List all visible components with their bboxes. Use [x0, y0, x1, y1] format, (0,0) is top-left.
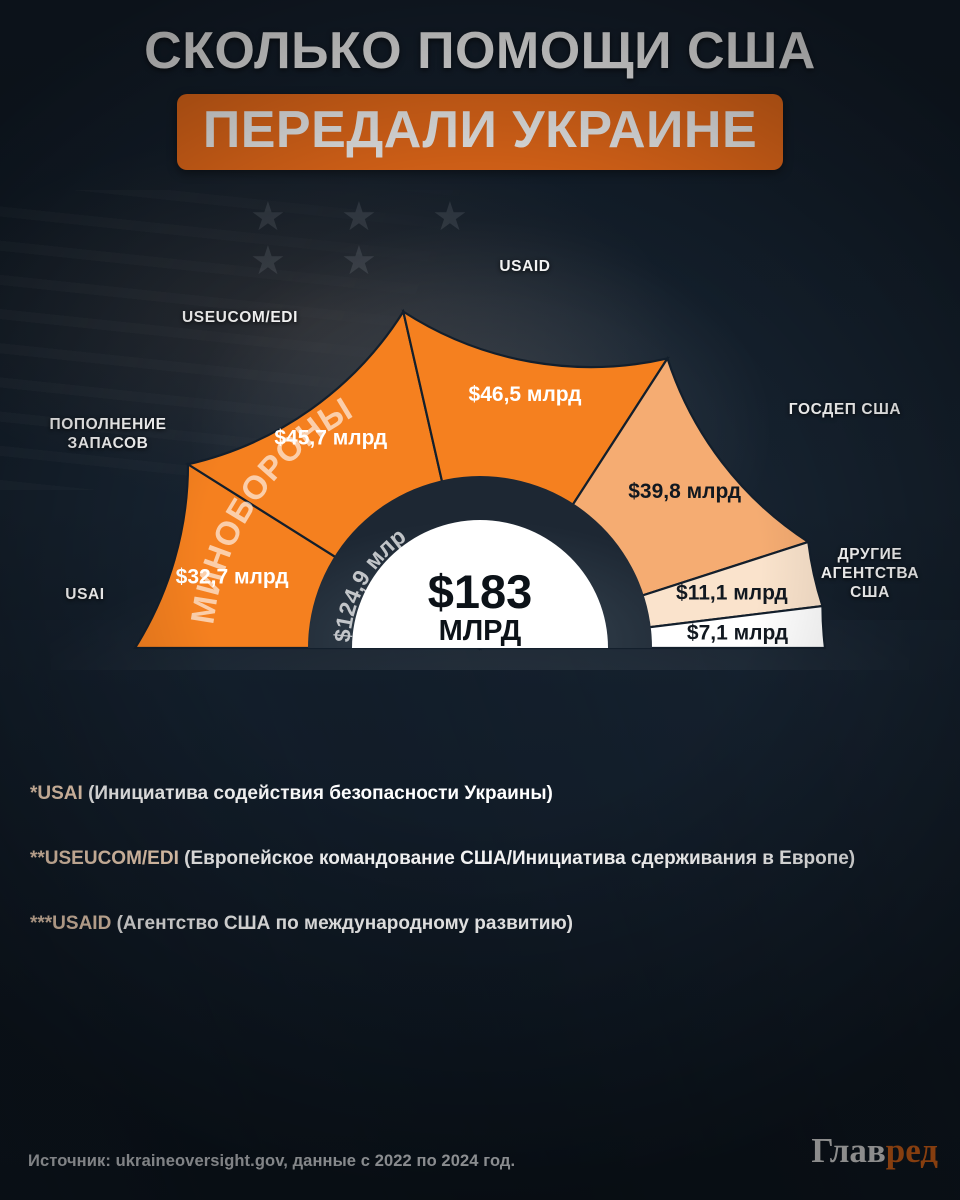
- chart-value-labels: $32,7 млрд $45,7 млрд $46,5 млрд $39,8 млрд…: [176, 383, 788, 644]
- category-label-popolnenie: ПОПОЛНЕНИЕ ЗАПАСОВ: [49, 416, 167, 452]
- semicircle-donut-chart: $183 МЛРД МИНОБОРОНЫ США $124,9 млрд $32…: [0, 210, 960, 670]
- footnote-useucom: **USEUCOM/EDI (Европейское командование …: [30, 843, 910, 875]
- segment-value-label: $32,7 млрд: [176, 566, 289, 589]
- glavred-logo[interactable]: Главред: [811, 1132, 938, 1170]
- footnotes-list: *USAI (Инициатива содействия безопасност…: [30, 778, 910, 973]
- footnote-usai-desc: (Инициатива содействия безопасности Укра…: [82, 783, 553, 804]
- logo-part-white: Глав: [811, 1131, 886, 1170]
- segment-value-label: $11,1 млрд: [676, 581, 788, 604]
- segment-value-label: $45,7 млрд: [274, 427, 387, 450]
- title-block: СКОЛЬКО ПОМОЩИ США ПЕРЕДАЛИ УКРАИНЕ: [0, 22, 960, 170]
- category-label-gosdep: ГОСДЕП США: [788, 401, 902, 418]
- background-photo-overlay: [0, 620, 960, 1200]
- chart-svg: $183 МЛРД МИНОБОРОНЫ США $124,9 млрд $32…: [0, 210, 910, 670]
- segment-value-label: $46,5 млрд: [469, 383, 582, 406]
- source-text: Источник: ukraineoversight.gov, данные с…: [28, 1152, 516, 1170]
- footnote-usaid-desc: (Агентство США по международному развити…: [111, 913, 574, 934]
- footnote-useucom-abbr: **USEUCOM/EDI: [30, 848, 179, 869]
- footnote-usaid-abbr: ***USAID: [30, 913, 112, 934]
- center-total-unit: МЛРД: [439, 615, 522, 647]
- footnote-usai-abbr: *USAI: [30, 783, 83, 804]
- category-label-usai: USAI: [65, 586, 105, 603]
- page-title-line-2: ПЕРЕДАЛИ УКРАИНЕ: [202, 101, 758, 159]
- category-label-drugie: ДРУГИЕ АГЕНТСТВА США: [820, 546, 920, 601]
- background-stars: ★ ★ ★ ★ ★: [250, 195, 490, 283]
- footnote-useucom-desc: (Европейское командование США/Инициатива…: [178, 848, 856, 869]
- segment-value-label: $39,8 млрд: [628, 480, 741, 503]
- footnote-usaid: ***USAID (Агентство США по международном…: [30, 908, 910, 940]
- logo-part-orange: ред: [885, 1131, 938, 1170]
- category-label-usaid: USAID: [499, 258, 551, 275]
- category-label-useucom: USEUCOM/EDI: [182, 309, 298, 326]
- center-circle: [352, 520, 608, 648]
- footnote-usai: *USAI (Инициатива содействия безопасност…: [30, 778, 910, 810]
- segment-value-label: $7,1 млрд: [687, 621, 788, 644]
- center-total-amount: $183: [428, 565, 533, 618]
- page-title-band: ПЕРЕДАЛИ УКРАИНЕ: [176, 94, 784, 170]
- page-title-line-1: СКОЛЬКО ПОМОЩИ США: [144, 22, 816, 80]
